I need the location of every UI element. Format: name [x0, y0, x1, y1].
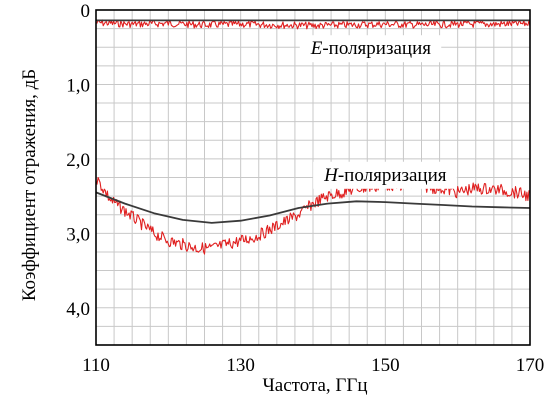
- y-axis-label: Коэффициент отражения, дБ: [19, 69, 40, 301]
- x-tick-label: 110: [82, 355, 110, 376]
- annotation-letter: E: [310, 38, 323, 59]
- x-tick-label: 170: [516, 355, 545, 376]
- series-line-h-theory: [95, 191, 531, 224]
- series-line-e-measured: [95, 19, 531, 30]
- annotation-e-polarization: E-поляризация: [299, 35, 442, 63]
- y-tick-label: 1,0: [66, 75, 90, 96]
- annotation-text: H-поляризация: [323, 165, 447, 186]
- plot-frame: [95, 9, 531, 346]
- series-line-h-measured: [95, 176, 531, 255]
- y-tick-label: 3,0: [66, 224, 90, 245]
- y-tick-label: 4,0: [66, 299, 90, 320]
- y-tick-label: 2,0: [66, 150, 90, 171]
- x-tick-label: 150: [371, 355, 400, 376]
- x-axis-label: Частота, ГГц: [262, 375, 367, 396]
- annotation-background: [313, 161, 457, 189]
- annotation-h-polarization: H-поляризация: [313, 161, 457, 189]
- y-tick-labels: 0 1,0 2,0 3,0 4,0: [66, 1, 90, 320]
- annotation-text: E-поляризация: [310, 38, 432, 59]
- annotation-suffix: -поляризация: [322, 38, 431, 59]
- annotation-suffix: -поляризация: [338, 165, 447, 186]
- series-layer: [95, 19, 531, 255]
- y-tick-label: 0: [81, 1, 91, 22]
- x-tick-label: 130: [226, 355, 255, 376]
- annotation-background: [299, 35, 442, 63]
- x-tick-labels: 110 130 150 170: [82, 355, 544, 376]
- annotation-letter: H: [323, 165, 339, 186]
